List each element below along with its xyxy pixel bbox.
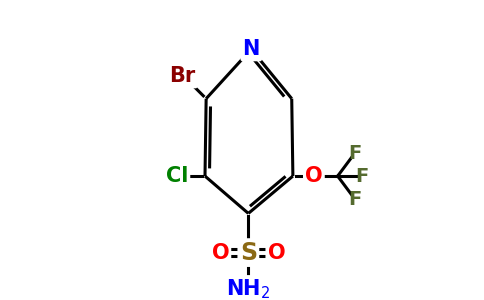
Text: F: F xyxy=(348,144,362,163)
Text: NH$_2$: NH$_2$ xyxy=(226,277,271,300)
Text: N: N xyxy=(242,39,260,59)
Text: Cl: Cl xyxy=(166,166,188,186)
Text: O: O xyxy=(305,166,323,186)
Text: Br: Br xyxy=(169,66,196,86)
Text: O: O xyxy=(268,243,285,262)
Text: F: F xyxy=(355,167,368,186)
Text: S: S xyxy=(240,241,257,265)
Text: O: O xyxy=(212,243,229,262)
Text: F: F xyxy=(348,190,362,208)
